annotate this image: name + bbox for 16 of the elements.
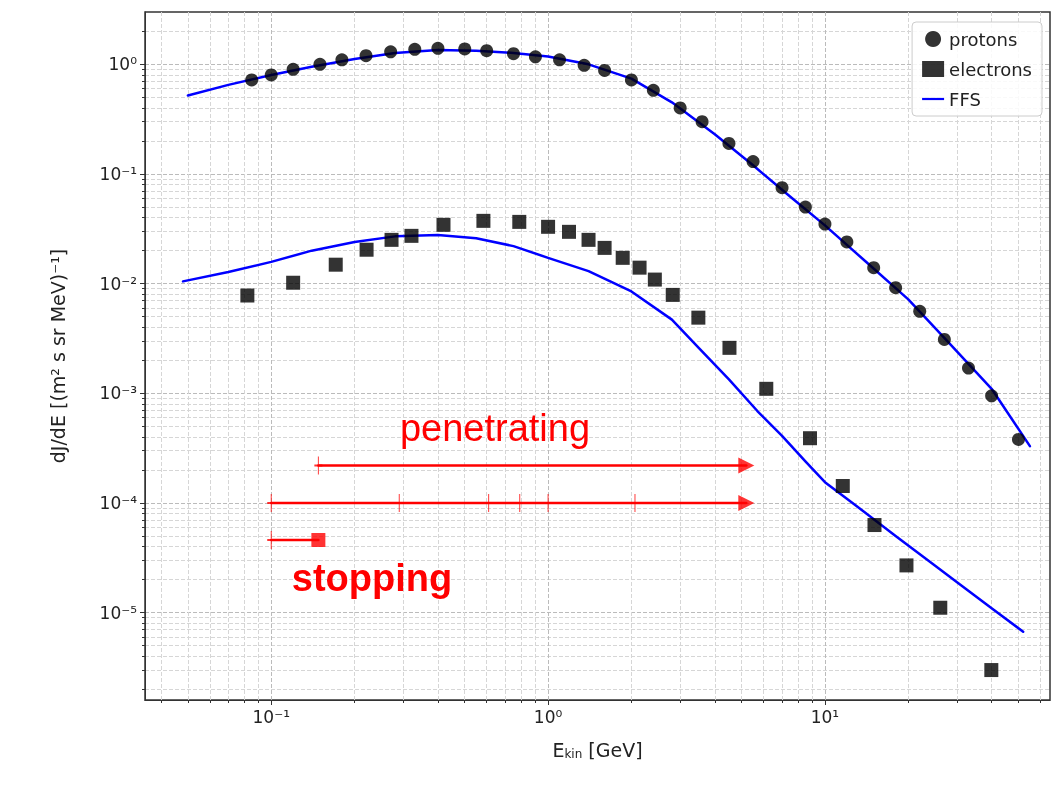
y-tick-label: 10⁻³: [99, 383, 137, 404]
x-tick-label: 10¹: [810, 706, 840, 727]
y-tick-label: 10⁻¹: [99, 164, 137, 185]
x-tick-label: 10⁰: [533, 706, 563, 727]
y-tick-label: 10⁻²: [99, 273, 137, 294]
legend-label: protons: [949, 28, 1018, 50]
x-tick-label: 10⁻¹: [252, 706, 290, 727]
legend-label: FFS: [949, 88, 981, 110]
y-axis-title: dJ/dE [(m² s sr MeV)⁻¹]: [46, 248, 69, 464]
y-tick-label: 10⁰: [108, 54, 138, 75]
legend-label: electrons: [949, 58, 1033, 80]
y-tick-label: 10⁻⁵: [99, 602, 137, 623]
y-tick-label: 10⁻⁴: [99, 493, 138, 514]
annotation: penetrating: [399, 407, 591, 449]
annotation: stopping: [291, 557, 453, 599]
x-axis-title: Ekin [GeV]: [552, 739, 643, 761]
